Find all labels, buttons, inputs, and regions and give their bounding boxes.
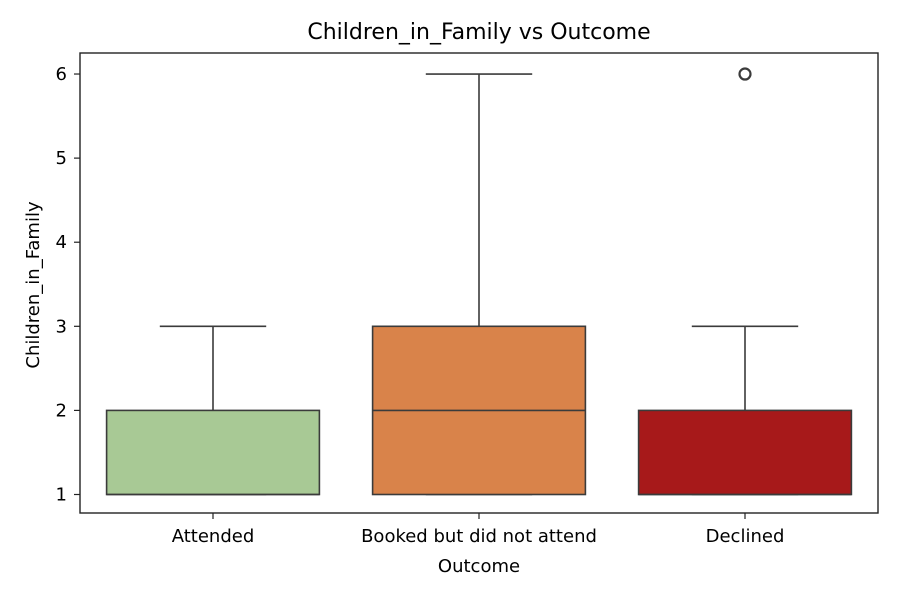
x-tick-label: Declined: [706, 526, 785, 547]
y-tick-label: 5: [56, 148, 67, 169]
box-group: [371, 73, 587, 496]
box-group: [105, 325, 321, 496]
plot-area: [105, 67, 853, 496]
x-tick-label: Attended: [172, 526, 255, 547]
y-tick-label: 3: [56, 316, 67, 337]
axes-frame: [79, 52, 879, 514]
y-tick-label: 6: [56, 64, 67, 85]
chart-title: Children_in_Family vs Outcome: [307, 20, 650, 45]
x-axis-label: Outcome: [438, 556, 520, 577]
y-tick-label: 1: [56, 484, 67, 505]
y-axis-label: Children_in_Family: [23, 201, 44, 369]
y-tick-label: 2: [56, 400, 67, 421]
box-group: [637, 67, 853, 496]
axes: Attended Booked but did not attend Decline…: [56, 64, 785, 547]
iqr-box: [105, 409, 321, 496]
x-tick-label: Booked but did not attend: [361, 526, 597, 547]
iqr-box: [637, 409, 853, 496]
outlier-point: [738, 67, 752, 81]
y-tick-label: 4: [56, 232, 67, 253]
